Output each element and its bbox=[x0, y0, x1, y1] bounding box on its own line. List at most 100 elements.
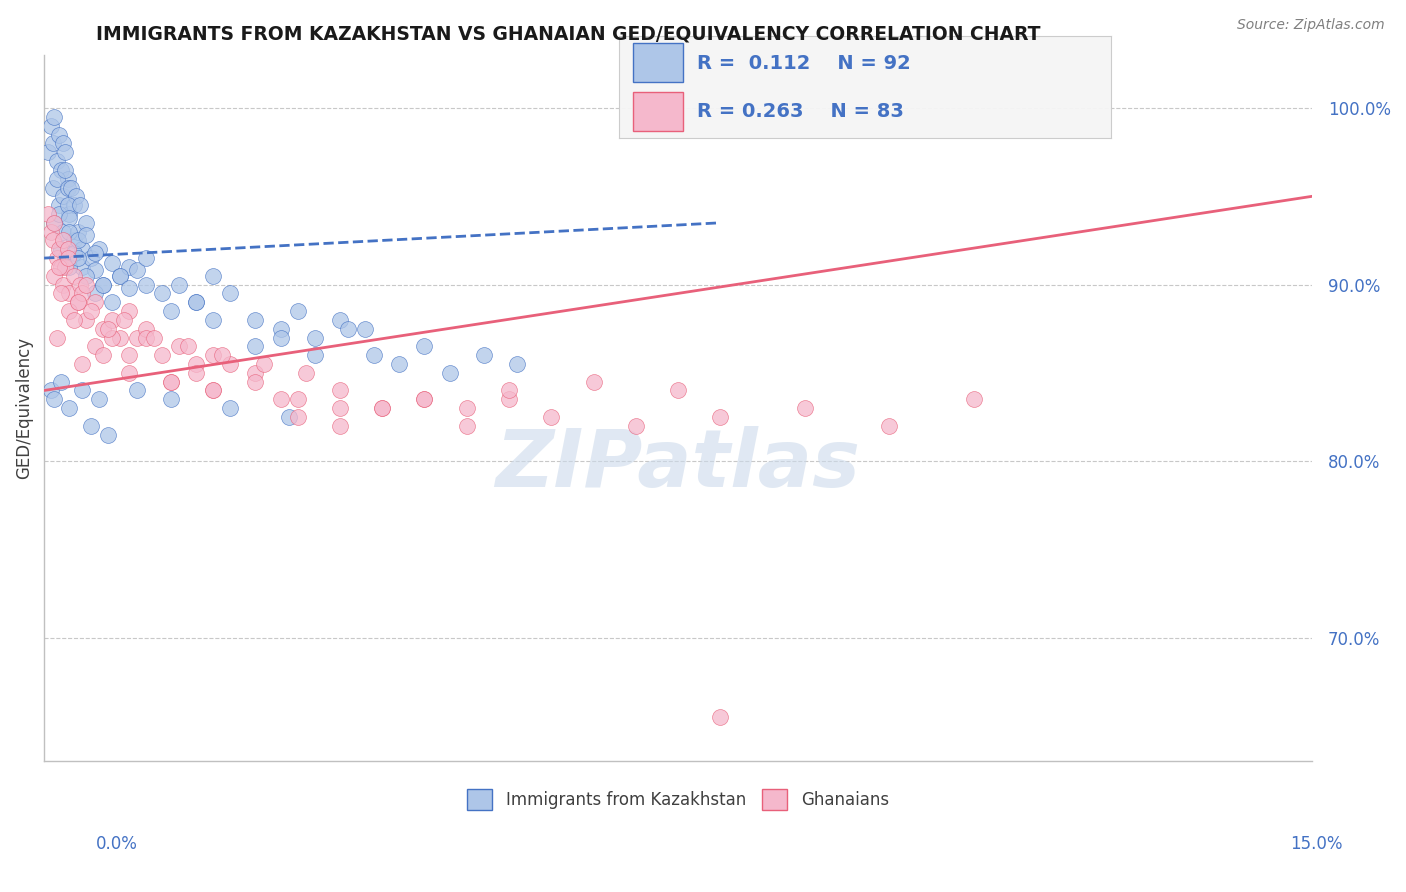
Point bbox=[160, 392, 183, 407]
Point bbox=[287, 392, 309, 407]
Point bbox=[70, 242, 93, 256]
Point bbox=[91, 277, 114, 292]
Point bbox=[96, 427, 118, 442]
Point bbox=[53, 260, 76, 274]
Point bbox=[152, 348, 174, 362]
Point bbox=[169, 339, 191, 353]
Point bbox=[48, 198, 70, 212]
Point bbox=[186, 295, 208, 310]
Point bbox=[45, 251, 67, 265]
Point bbox=[53, 145, 76, 160]
Point bbox=[56, 251, 79, 265]
Point bbox=[48, 128, 70, 142]
Point bbox=[219, 357, 242, 371]
Point bbox=[49, 260, 72, 274]
Point bbox=[62, 198, 84, 212]
Point bbox=[83, 286, 105, 301]
Point bbox=[160, 375, 183, 389]
Point bbox=[160, 375, 183, 389]
Point bbox=[41, 234, 63, 248]
Point bbox=[66, 295, 89, 310]
Text: Source: ZipAtlas.com: Source: ZipAtlas.com bbox=[1237, 18, 1385, 32]
Point bbox=[53, 162, 76, 177]
Point bbox=[37, 145, 59, 160]
FancyBboxPatch shape bbox=[633, 92, 683, 131]
Point bbox=[270, 321, 292, 335]
Point bbox=[75, 313, 97, 327]
Text: IMMIGRANTS FROM KAZAKHSTAN VS GHANAIAN GED/EQUIVALENCY CORRELATION CHART: IMMIGRANTS FROM KAZAKHSTAN VS GHANAIAN G… bbox=[96, 25, 1040, 44]
Point bbox=[127, 263, 149, 277]
Point bbox=[52, 225, 75, 239]
Point bbox=[211, 348, 233, 362]
Point bbox=[879, 418, 901, 433]
Point bbox=[66, 234, 89, 248]
Point bbox=[62, 245, 84, 260]
Point bbox=[127, 330, 149, 344]
Point bbox=[202, 268, 225, 283]
Point bbox=[49, 286, 72, 301]
Point bbox=[177, 339, 200, 353]
Point bbox=[337, 321, 360, 335]
Point bbox=[66, 251, 89, 265]
Point bbox=[186, 357, 208, 371]
Legend: Immigrants from Kazakhstan, Ghanaians: Immigrants from Kazakhstan, Ghanaians bbox=[461, 782, 896, 816]
Point bbox=[49, 375, 72, 389]
Point bbox=[793, 401, 815, 416]
Point bbox=[91, 321, 114, 335]
Point bbox=[540, 409, 562, 424]
Point bbox=[413, 392, 436, 407]
Point bbox=[456, 401, 478, 416]
Point bbox=[45, 330, 67, 344]
Point bbox=[53, 251, 76, 265]
Point bbox=[287, 304, 309, 318]
Point bbox=[388, 357, 411, 371]
Point bbox=[79, 418, 101, 433]
Point bbox=[963, 392, 986, 407]
Point bbox=[66, 225, 89, 239]
Point bbox=[186, 295, 208, 310]
Point bbox=[83, 263, 105, 277]
Point bbox=[52, 189, 75, 203]
Point bbox=[79, 304, 101, 318]
Point bbox=[44, 110, 66, 124]
Point bbox=[498, 392, 520, 407]
Point bbox=[48, 207, 70, 221]
Point bbox=[253, 357, 276, 371]
Point bbox=[39, 384, 62, 398]
Point bbox=[52, 234, 75, 248]
Point bbox=[160, 304, 183, 318]
Point bbox=[582, 375, 605, 389]
Point bbox=[70, 260, 93, 274]
Point bbox=[202, 313, 225, 327]
Point bbox=[100, 330, 122, 344]
Point bbox=[87, 242, 110, 256]
Point bbox=[83, 245, 105, 260]
Point bbox=[117, 281, 139, 295]
Text: R =  0.112    N = 92: R = 0.112 N = 92 bbox=[697, 54, 911, 73]
Point bbox=[329, 384, 352, 398]
Point bbox=[41, 136, 63, 151]
Point bbox=[202, 348, 225, 362]
Point bbox=[49, 162, 72, 177]
Point bbox=[354, 321, 377, 335]
Point bbox=[506, 357, 529, 371]
Point bbox=[709, 710, 731, 724]
Point bbox=[69, 277, 91, 292]
Y-axis label: GED/Equivalency: GED/Equivalency bbox=[15, 337, 32, 479]
Point bbox=[39, 119, 62, 133]
Point bbox=[52, 277, 75, 292]
Point bbox=[79, 251, 101, 265]
Point bbox=[58, 401, 80, 416]
Text: 15.0%: 15.0% bbox=[1291, 835, 1343, 853]
Point bbox=[70, 286, 93, 301]
Point bbox=[87, 392, 110, 407]
Point bbox=[270, 330, 292, 344]
Point bbox=[287, 409, 309, 424]
Point bbox=[100, 313, 122, 327]
Point bbox=[58, 207, 80, 221]
Point bbox=[75, 268, 97, 283]
Point bbox=[56, 180, 79, 194]
Point bbox=[135, 330, 157, 344]
Point bbox=[70, 384, 93, 398]
Point bbox=[278, 409, 301, 424]
